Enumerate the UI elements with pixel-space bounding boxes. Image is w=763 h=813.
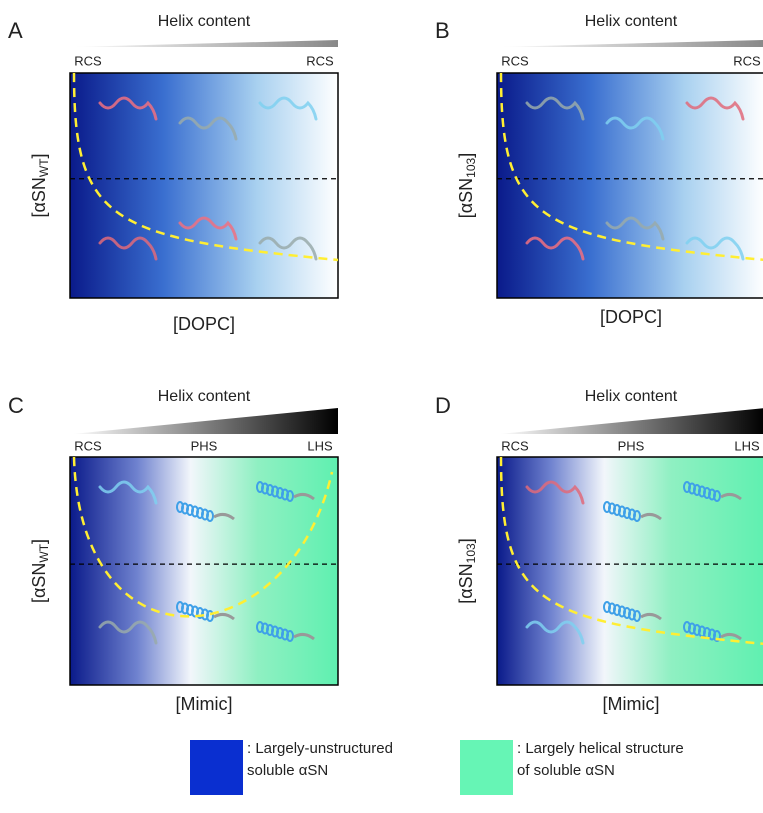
helix-wedge — [499, 408, 763, 434]
panel-letter: D — [435, 393, 451, 418]
protein-chain — [605, 216, 665, 241]
helix-wedge — [72, 40, 338, 47]
protein-chain — [213, 512, 235, 521]
y-axis-label: [αSN103] — [456, 538, 478, 603]
protein-chain — [605, 116, 665, 141]
y-label-main: [αSN — [29, 177, 49, 217]
protein-chain — [98, 236, 158, 261]
y-axis-label: [αSN103] — [456, 153, 478, 218]
legend-swatch — [190, 740, 243, 795]
protein-chain — [720, 492, 742, 501]
helix-turn — [206, 510, 214, 522]
y-label-main: [αSN — [456, 178, 476, 218]
panel-letter: C — [8, 393, 24, 418]
legend-text: : Largely helical structure — [517, 740, 684, 757]
y-label-sub: WT — [37, 543, 51, 562]
protein-chain — [293, 492, 315, 501]
protein-chain — [293, 632, 315, 641]
stage-label: RCS — [74, 438, 102, 453]
boundary-curve — [72, 456, 334, 618]
stage-label: RCS — [74, 53, 102, 68]
y-label-main: [αSN — [456, 563, 476, 603]
boundary-curve — [499, 72, 763, 262]
legend-text: of soluble αSN — [517, 762, 615, 779]
x-axis-label: [Mimic] — [176, 694, 233, 714]
phase-box — [496, 456, 763, 686]
legend-text: soluble αSN — [247, 762, 328, 779]
protein-chain — [685, 96, 745, 121]
protein-chain — [720, 632, 742, 641]
protein-chain — [525, 236, 585, 261]
boundary-curve — [72, 72, 339, 262]
panel-header: Helix content — [585, 388, 678, 405]
helix-turn — [713, 630, 721, 642]
panel-header: Helix content — [585, 13, 678, 30]
protein-chain — [213, 612, 235, 621]
protein-chain — [178, 216, 238, 241]
stage-label: PHS — [191, 438, 218, 453]
y-label-end: ] — [29, 153, 49, 158]
x-axis-label: [Mimic] — [603, 694, 660, 714]
protein-chain — [525, 620, 585, 645]
helix-turn — [633, 610, 641, 622]
protein-chain — [178, 116, 238, 141]
y-label-sub: 103 — [464, 157, 478, 177]
stage-label: RCS — [733, 53, 761, 68]
y-label-main: [αSN — [29, 563, 49, 603]
protein-chain — [525, 480, 585, 505]
stage-label: RCS — [501, 53, 529, 68]
legend-text: : Largely-unstructured — [247, 740, 393, 757]
protein-chain — [640, 612, 662, 621]
phase-box — [69, 72, 339, 299]
stage-label: RCS — [501, 438, 529, 453]
panel-header: Helix content — [158, 388, 251, 405]
helix-turn — [713, 490, 721, 502]
protein-chain — [98, 620, 158, 645]
x-axis-label: [DOPC] — [600, 307, 662, 327]
protein-chain — [525, 96, 585, 121]
helix-turn — [286, 630, 294, 642]
stage-label: RCS — [306, 53, 334, 68]
helix-turn — [286, 490, 294, 502]
protein-chain — [258, 236, 318, 261]
stage-label: LHS — [734, 438, 760, 453]
helix-turn — [633, 510, 641, 522]
protein-chain — [640, 512, 662, 521]
protein-chain — [98, 96, 158, 121]
y-axis-label: [αSNWT] — [29, 153, 51, 217]
legend-swatch — [460, 740, 513, 795]
y-label-end: ] — [456, 538, 476, 543]
protein-chain — [98, 480, 158, 505]
stage-label: PHS — [618, 438, 645, 453]
panel-letter: A — [8, 18, 23, 43]
x-axis-label: [DOPC] — [173, 314, 235, 334]
phase-box — [496, 72, 763, 299]
panel-letter: B — [435, 18, 450, 43]
y-label-end: ] — [29, 539, 49, 544]
stage-label: LHS — [307, 438, 333, 453]
protein-chain — [685, 236, 745, 261]
y-axis-label: [αSNWT] — [29, 539, 51, 603]
boundary-curve — [499, 456, 763, 646]
helix-wedge — [72, 408, 338, 434]
helix-turn — [206, 610, 214, 622]
y-label-sub: 103 — [464, 543, 478, 563]
protein-chain — [258, 96, 318, 121]
y-label-sub: WT — [37, 158, 51, 177]
panel-header: Helix content — [158, 13, 251, 30]
y-label-end: ] — [456, 153, 476, 158]
helix-wedge — [499, 40, 763, 47]
